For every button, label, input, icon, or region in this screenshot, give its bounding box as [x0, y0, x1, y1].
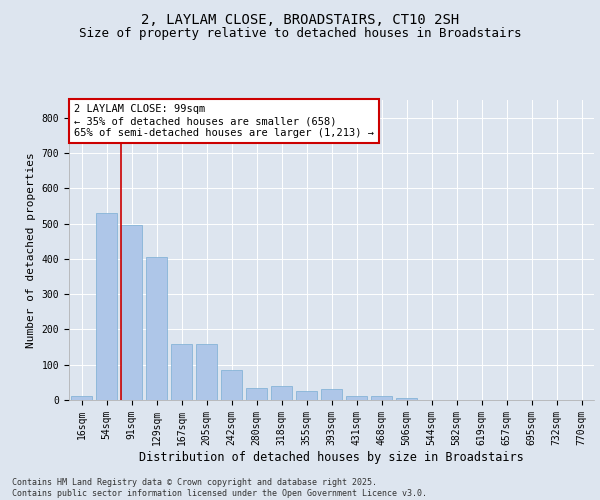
Bar: [321, 390, 342, 400]
Text: 2, LAYLAM CLOSE, BROADSTAIRS, CT10 2SH: 2, LAYLAM CLOSE, BROADSTAIRS, CT10 2SH: [141, 12, 459, 26]
X-axis label: Distribution of detached houses by size in Broadstairs: Distribution of detached houses by size …: [139, 450, 524, 464]
Y-axis label: Number of detached properties: Number of detached properties: [26, 152, 36, 348]
Bar: [271, 386, 292, 400]
Bar: [246, 388, 267, 400]
Bar: [296, 391, 317, 400]
Bar: [371, 396, 392, 400]
Bar: [71, 396, 92, 400]
Bar: [96, 213, 117, 400]
Bar: [196, 344, 217, 400]
Bar: [171, 344, 192, 400]
Bar: [146, 257, 167, 400]
Text: Contains HM Land Registry data © Crown copyright and database right 2025.
Contai: Contains HM Land Registry data © Crown c…: [12, 478, 427, 498]
Text: 2 LAYLAM CLOSE: 99sqm
← 35% of detached houses are smaller (658)
65% of semi-det: 2 LAYLAM CLOSE: 99sqm ← 35% of detached …: [74, 104, 374, 138]
Bar: [346, 396, 367, 400]
Bar: [396, 398, 417, 400]
Text: Size of property relative to detached houses in Broadstairs: Size of property relative to detached ho…: [79, 28, 521, 40]
Bar: [121, 226, 142, 400]
Bar: [221, 370, 242, 400]
